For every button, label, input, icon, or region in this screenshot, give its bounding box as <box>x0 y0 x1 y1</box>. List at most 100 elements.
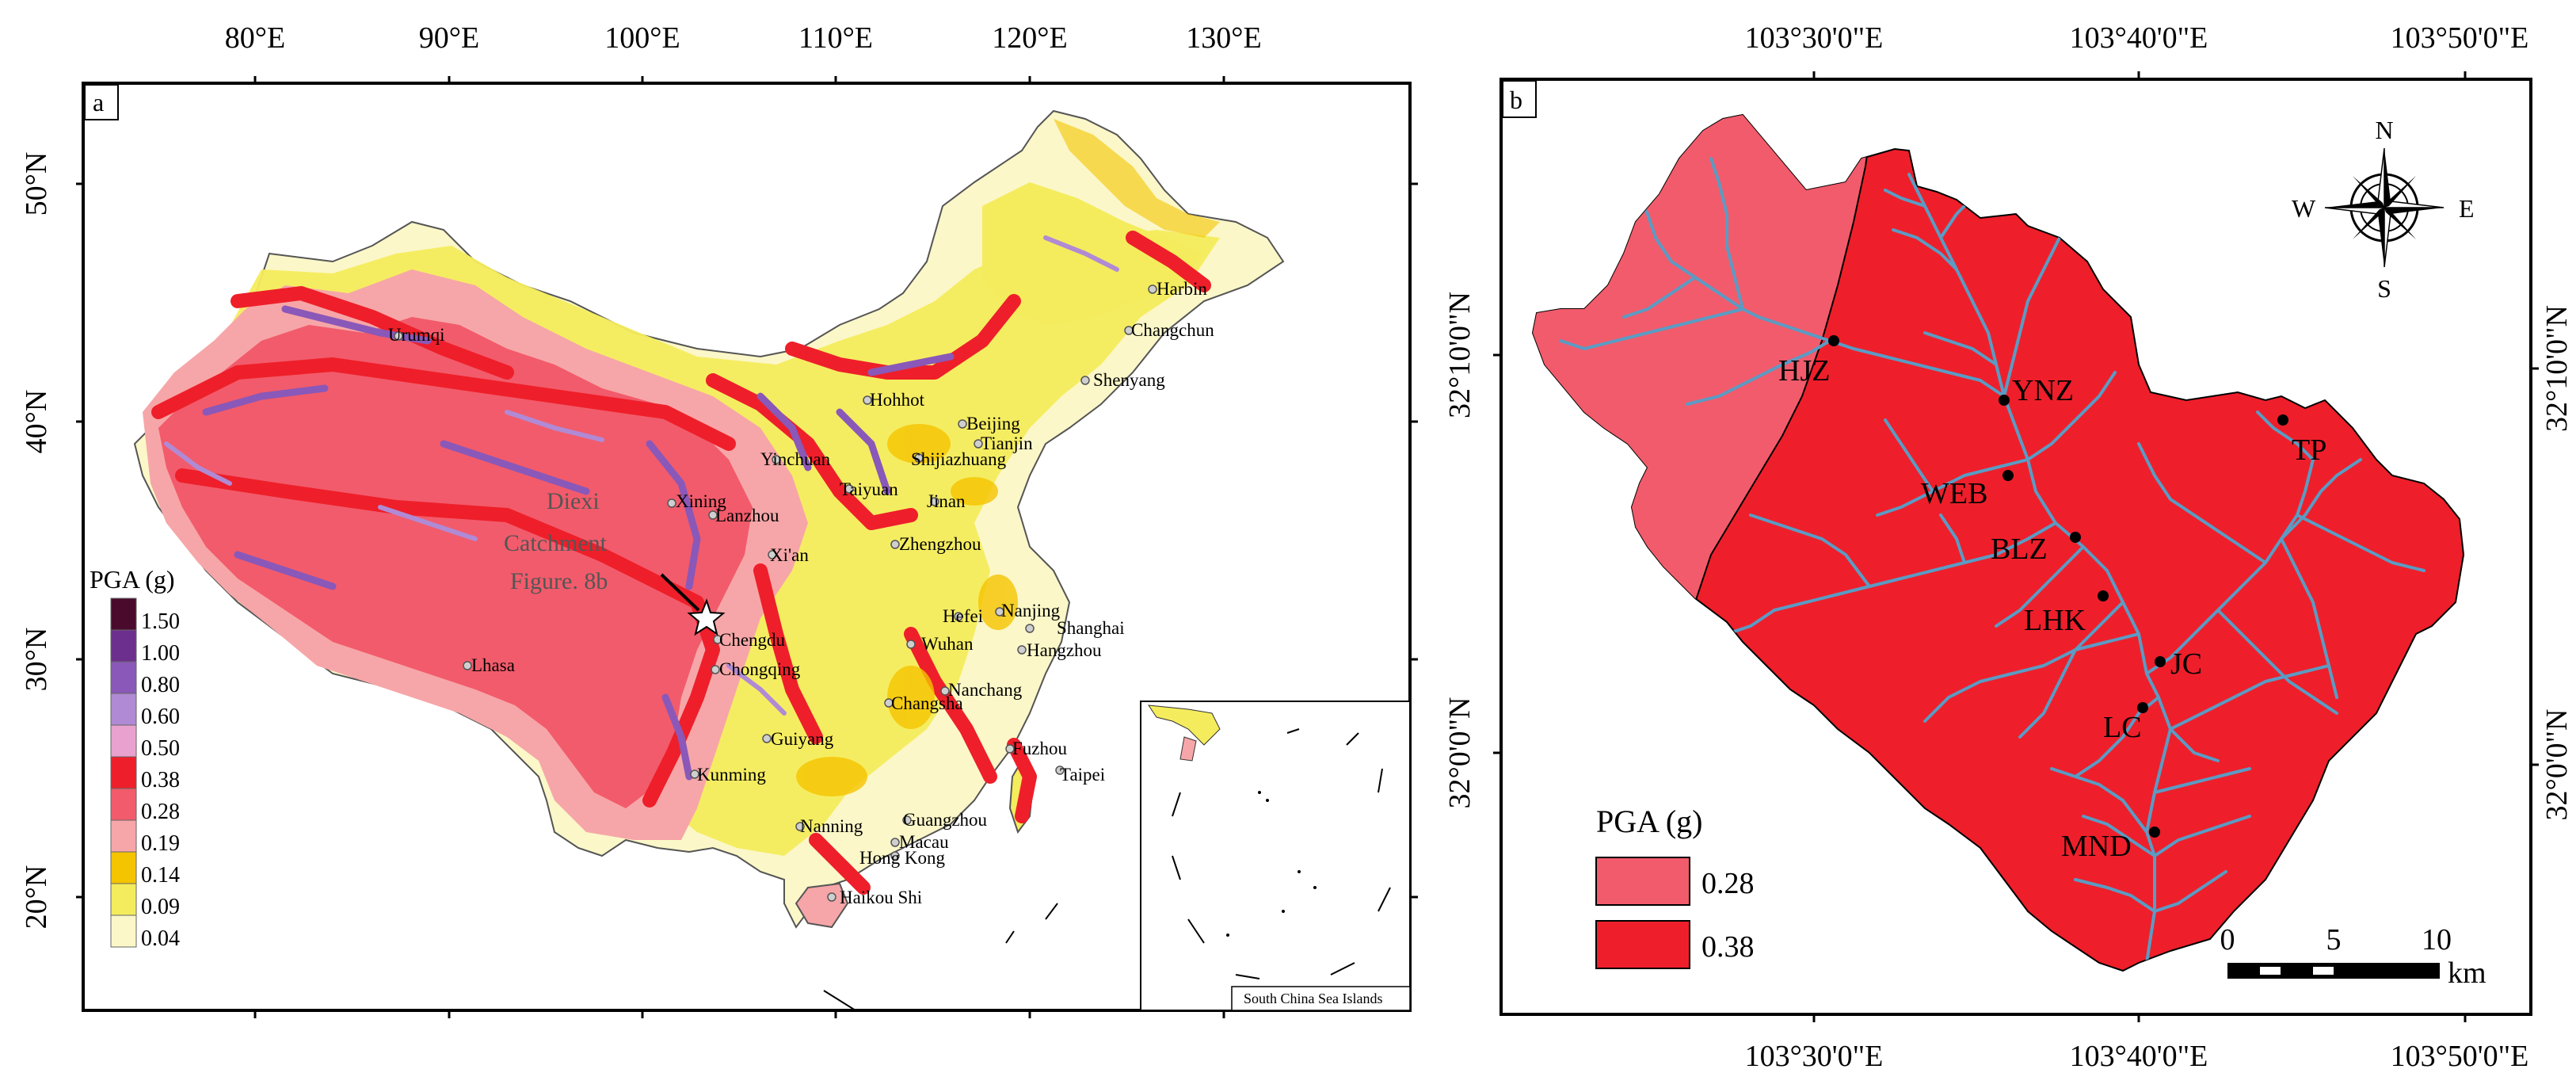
panel-a-label: a <box>93 88 104 116</box>
diexi-annotation: Diexi Catchment Figure. 8b <box>504 488 726 636</box>
legend-swatch <box>110 598 137 631</box>
tick-left-b: 32°0'0"N <box>1443 697 1477 809</box>
city-label: Beijing <box>966 414 1020 433</box>
city-label: Taipei <box>1060 765 1105 785</box>
tick-left: 30°N <box>20 628 53 692</box>
city-markers <box>394 284 1157 902</box>
city-label: Changchun <box>1131 320 1214 340</box>
city-label: Taiyuan <box>840 479 898 499</box>
pga-zone-ne-strip <box>1054 119 1220 238</box>
scale-tick: 10 <box>2422 923 2452 956</box>
station-label: TP <box>2292 433 2326 467</box>
legend-b-value: 0.38 <box>1701 930 1755 964</box>
tick-left: 20°N <box>20 865 53 930</box>
inset-coast <box>1147 704 1221 746</box>
panel-a: South China Sea Islands Urumqi Harbin Ch… <box>20 21 1418 1018</box>
legend-value: 1.00 <box>141 641 180 666</box>
tick-bottom-b: 103°30'0"E <box>1745 1040 1884 1073</box>
tick-top-b: 103°30'0"E <box>1745 21 1884 55</box>
city-label: Xining <box>676 491 726 511</box>
pga-zone-014-patches <box>796 424 1018 796</box>
annotation-line-2: Catchment <box>504 530 608 556</box>
city-label: Shenyang <box>1093 370 1165 390</box>
pga-zone-high-streaks <box>202 305 955 781</box>
legend-title: PGA (g) <box>90 565 175 594</box>
legend-value: 0.50 <box>141 736 180 761</box>
legend-swatch <box>110 693 137 726</box>
legend-swatch <box>110 788 137 821</box>
legend-value: 0.38 <box>141 768 180 792</box>
station-label: BLZ <box>1991 533 2048 566</box>
tick-top: 110°E <box>798 21 873 55</box>
sea-islands <box>823 903 1058 1010</box>
legend-swatch <box>110 629 137 662</box>
city-label: Lanzhou <box>715 506 779 525</box>
legend-swatch <box>110 883 137 916</box>
legend-b-title: PGA (g) <box>1596 804 1702 839</box>
scale-tick: 5 <box>2326 923 2342 956</box>
city-label: Urumqi <box>388 325 445 345</box>
legend-swatch <box>110 724 137 758</box>
inset-island-dots <box>1226 791 1317 937</box>
tick-bottom-b: 103°40'0"E <box>2070 1040 2208 1073</box>
station-label: LC <box>2103 711 2142 744</box>
legend-value: 1.50 <box>141 609 180 634</box>
city-label: Nanning <box>800 816 863 836</box>
city-label: Shijiazhuang <box>911 449 1007 469</box>
compass-e: E <box>2459 194 2475 223</box>
compass-s: S <box>2377 274 2391 303</box>
river-network <box>1559 157 2425 964</box>
tick-left: 40°N <box>20 390 53 454</box>
legend-value: 0.14 <box>141 863 180 888</box>
legend-value: 0.80 <box>141 673 180 697</box>
scale-bar: 0 5 10 km <box>2220 923 2486 990</box>
panel-b-label: b <box>1510 86 1522 114</box>
legend-swatch <box>110 661 137 694</box>
legend-b-swatch <box>1595 920 1690 969</box>
city-label: Harbin <box>1157 279 1207 299</box>
city-label: Wuhan <box>921 634 974 654</box>
inset-dashes <box>1172 728 1391 979</box>
legend-value: 0.09 <box>141 895 180 919</box>
legend-swatch <box>110 819 137 853</box>
inset-caption: South China Sea Islands <box>1244 991 1383 1006</box>
pga-zone-060-streaks <box>164 235 1119 716</box>
station-label: LHK <box>2024 604 2086 637</box>
tick-top: 90°E <box>419 21 479 55</box>
panel-b: HJZ YNZ WEB BLZ TP LHK JC LC MND N S E W… <box>1443 21 2574 1073</box>
tick-top: 130°E <box>1186 21 1261 55</box>
tick-top-b: 103°50'0"E <box>2391 21 2529 55</box>
city-label: Hangzhou <box>1027 640 1102 660</box>
panel-b-label-box <box>1502 80 1537 118</box>
legend-swatch <box>110 851 137 884</box>
legend-value: 0.60 <box>141 704 180 729</box>
pga-legend-a: PGA (g) 1.50 1.00 0.80 0.60 0.50 0.38 0.28 0.19… <box>90 565 180 951</box>
city-label: Chongqing <box>719 659 801 679</box>
pga-zone-038-belts <box>151 231 1211 895</box>
station-label: MND <box>2061 830 2132 863</box>
tick-top: 120°E <box>992 21 1067 55</box>
annotation-line-1: Diexi <box>547 488 600 514</box>
city-label: Changsha <box>891 693 963 713</box>
city-label: Macau <box>899 832 949 852</box>
station-label: WEB <box>1921 477 1987 510</box>
city-label: Guangzhou <box>903 810 988 830</box>
panel-a-tick-marks <box>76 76 1418 1018</box>
legend-value: 0.04 <box>141 926 180 951</box>
city-label: Yinchuan <box>760 449 831 469</box>
tick-top-b: 103°40'0"E <box>2070 21 2208 55</box>
inset-hainan <box>1179 736 1197 762</box>
station-markers <box>1828 335 2288 838</box>
legend-swatch <box>110 914 137 948</box>
scale-unit: km <box>2448 956 2486 990</box>
legend-value: 0.19 <box>141 831 180 856</box>
city-label: Hefei <box>943 606 983 626</box>
city-label: Guiyang <box>771 729 834 749</box>
tick-left: 50°N <box>20 152 53 216</box>
city-label: Lhasa <box>471 655 515 675</box>
station-label: YNZ <box>2012 374 2074 407</box>
pga-legend-b: PGA (g) 0.28 0.38 <box>1595 804 1755 969</box>
compass-rose-icon <box>2324 147 2445 268</box>
compass-n: N <box>2375 116 2393 144</box>
tick-right-b: 32°10'0"N <box>2540 305 2574 432</box>
